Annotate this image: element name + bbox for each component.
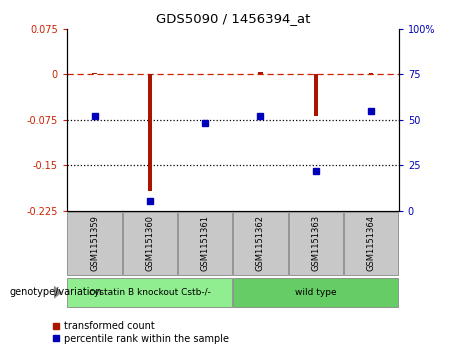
Text: GSM1151362: GSM1151362 — [256, 215, 265, 271]
Bar — [178, 212, 232, 274]
Legend: transformed count, percentile rank within the sample: transformed count, percentile rank withi… — [49, 317, 233, 348]
Bar — [344, 212, 398, 274]
Text: wild type: wild type — [295, 288, 337, 297]
Bar — [67, 277, 232, 307]
Text: cystatin B knockout Cstb-/-: cystatin B knockout Cstb-/- — [89, 288, 211, 297]
Title: GDS5090 / 1456394_at: GDS5090 / 1456394_at — [156, 12, 310, 25]
Bar — [289, 212, 343, 274]
Bar — [369, 73, 373, 74]
Bar — [92, 73, 97, 74]
Text: GSM1151364: GSM1151364 — [366, 215, 376, 271]
Text: GSM1151359: GSM1151359 — [90, 215, 99, 271]
Text: genotype/variation: genotype/variation — [9, 287, 102, 297]
Bar — [123, 212, 177, 274]
Bar — [233, 277, 398, 307]
Bar — [313, 74, 318, 115]
Text: GSM1151361: GSM1151361 — [201, 215, 210, 271]
Bar — [67, 212, 122, 274]
Bar — [258, 72, 263, 74]
Polygon shape — [54, 286, 62, 299]
Bar — [233, 212, 288, 274]
Bar — [148, 74, 152, 191]
Text: GSM1151363: GSM1151363 — [311, 215, 320, 271]
Text: GSM1151360: GSM1151360 — [145, 215, 154, 271]
